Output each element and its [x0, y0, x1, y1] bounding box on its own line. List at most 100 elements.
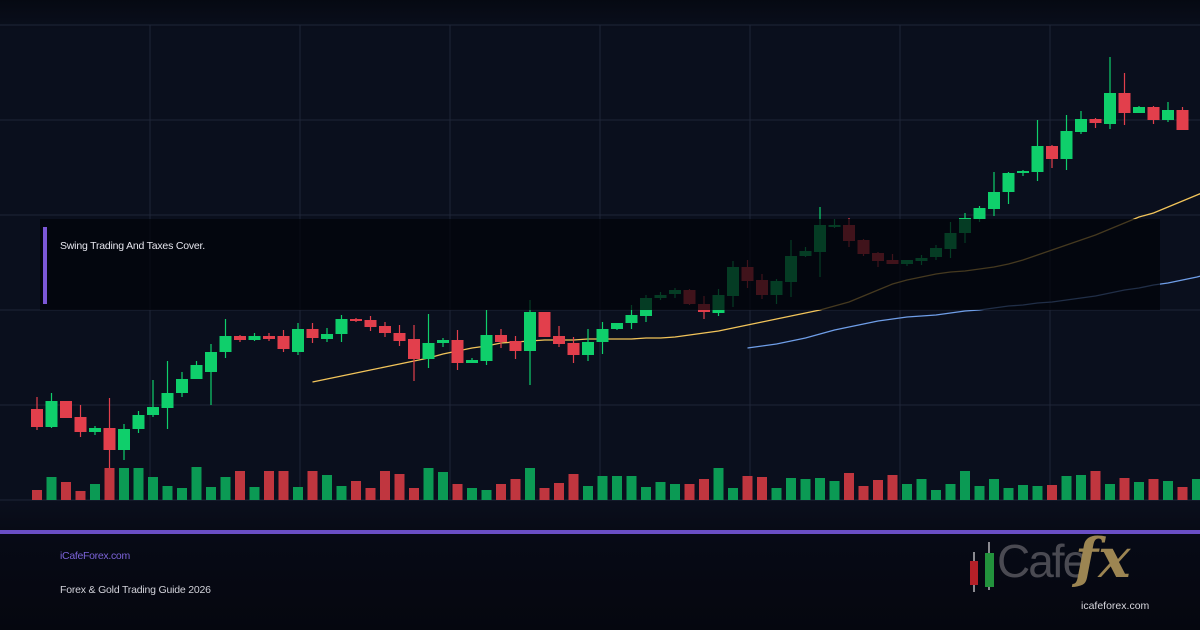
- volume-bar: [510, 479, 521, 500]
- volume-bar: [351, 481, 361, 500]
- volume-bar: [307, 471, 318, 500]
- volume-bar: [1148, 479, 1159, 500]
- candle-body: [625, 315, 638, 323]
- logo-url: icafeforex.com: [1081, 600, 1150, 612]
- accent-divider: [0, 530, 1200, 534]
- volume-bar: [1047, 485, 1057, 500]
- volume-bar: [815, 478, 825, 500]
- volume-bar: [829, 481, 840, 500]
- volume-bar: [162, 486, 173, 500]
- candle-body: [263, 336, 275, 339]
- candle-body: [1031, 146, 1044, 172]
- volume-bar: [873, 480, 883, 500]
- volume-bar: [641, 487, 651, 500]
- volume-bar: [409, 488, 419, 500]
- candle-body: [509, 341, 522, 351]
- volume-bar: [1105, 484, 1115, 500]
- volume-bar: [423, 468, 434, 500]
- candle-body: [1104, 93, 1116, 124]
- volume-bar: [626, 476, 637, 500]
- volume-bar: [800, 479, 811, 500]
- volume-bar: [496, 484, 506, 500]
- volume-bar: [612, 476, 622, 500]
- candle-body: [364, 320, 377, 327]
- candle-body: [582, 342, 594, 355]
- volume-bar: [394, 474, 405, 500]
- candle-body: [393, 333, 406, 341]
- volume-bar: [1163, 481, 1173, 500]
- volume-bar: [365, 488, 376, 500]
- candle-body: [60, 401, 72, 418]
- candle-body: [1118, 93, 1131, 113]
- logo-candle-green-icon: [985, 553, 994, 587]
- volume-bar: [1076, 475, 1086, 500]
- candle-body: [538, 312, 551, 337]
- candle-body: [422, 343, 435, 359]
- volume-bar: [931, 490, 941, 500]
- volume-bar: [1090, 471, 1101, 500]
- volume-bar: [1177, 487, 1188, 500]
- candle-body: [1017, 171, 1029, 173]
- candle-body: [103, 428, 116, 450]
- candle-body: [118, 429, 130, 450]
- volume-bar: [264, 471, 274, 500]
- volume-bar: [206, 487, 216, 500]
- volume-bar: [438, 472, 448, 500]
- volume-bar: [844, 473, 854, 500]
- volume-bar: [235, 471, 245, 500]
- volume-bar: [1018, 485, 1028, 500]
- volume-bar: [148, 477, 158, 500]
- candle-body: [451, 340, 464, 363]
- volume-bar: [887, 475, 898, 500]
- volume-bar: [481, 490, 492, 500]
- candle-body: [1176, 110, 1189, 130]
- candle-body: [1060, 131, 1073, 159]
- volume-bar: [104, 468, 115, 500]
- candle-body: [437, 340, 449, 343]
- candle-body: [611, 323, 623, 329]
- candle-body: [74, 417, 87, 432]
- volume-bar: [568, 474, 579, 500]
- volume-bar: [771, 488, 782, 500]
- candle-body: [567, 343, 580, 355]
- volume-bar: [322, 475, 332, 500]
- volume-bar: [75, 491, 86, 500]
- candle-body: [306, 329, 319, 338]
- candle-body: [89, 428, 101, 432]
- volume-bar: [902, 484, 912, 500]
- volume-bar: [61, 482, 71, 500]
- candle-body: [31, 409, 43, 427]
- brand-logo[interactable]: Cafe fx icafeforex.com: [965, 526, 1165, 620]
- candle-body: [1075, 119, 1087, 132]
- candle-body: [161, 393, 174, 408]
- article-title: Swing Trading And Taxes Cover.: [60, 240, 205, 252]
- volume-bar: [1032, 486, 1043, 500]
- volume-bar: [597, 476, 608, 500]
- candle-body: [1133, 107, 1145, 113]
- volume-bar: [336, 486, 347, 500]
- logo-candle-red-icon: [970, 561, 978, 585]
- candle-body: [219, 336, 232, 352]
- candle-body: [1089, 119, 1102, 123]
- volume-bar: [90, 484, 100, 500]
- volume-bar: [1192, 479, 1200, 500]
- candle-body: [321, 334, 333, 339]
- candle-body: [973, 208, 986, 219]
- candle-body: [277, 336, 290, 349]
- volume-bar: [858, 486, 869, 500]
- volume-bar: [278, 471, 289, 500]
- volume-bar: [525, 468, 535, 500]
- volume-bar: [452, 484, 463, 500]
- site-link[interactable]: iCafeForex.com: [60, 550, 130, 562]
- volume-bar: [1003, 488, 1014, 500]
- volume-bar: [220, 477, 231, 500]
- guide-subtitle: Forex & Gold Trading Guide 2026: [60, 584, 211, 596]
- volume-bar: [1119, 478, 1130, 500]
- candle-body: [335, 319, 348, 334]
- volume-bar: [119, 468, 129, 500]
- candle-body: [292, 329, 304, 352]
- volume-bar: [1134, 482, 1144, 500]
- volume-bar: [655, 482, 666, 500]
- candle-body: [132, 415, 145, 429]
- volume-bar: [554, 483, 564, 500]
